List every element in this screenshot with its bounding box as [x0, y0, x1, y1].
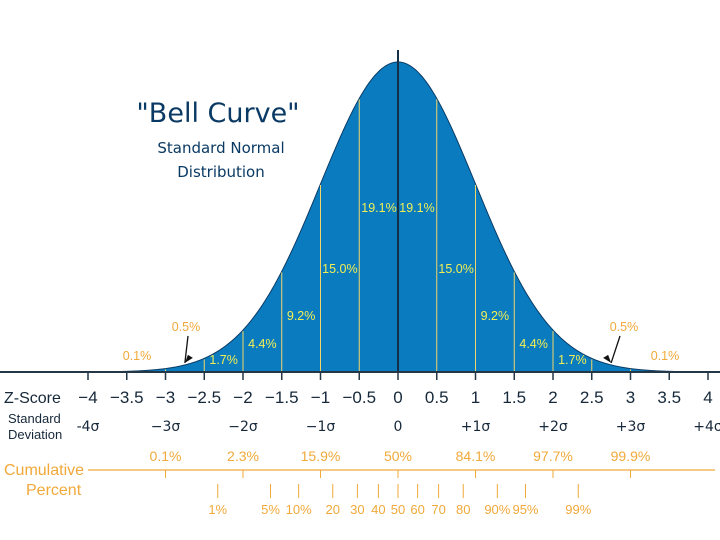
percentile-value: 30 — [350, 502, 364, 517]
region-percent-label: 15.0% — [438, 262, 473, 276]
percentile-value: 50 — [391, 502, 405, 517]
sd-label-line1: Standard — [8, 411, 61, 426]
sd-tick-label: −3σ — [151, 419, 181, 435]
pointer-arrowhead — [184, 354, 193, 363]
z-tick-label: 3.5 — [657, 388, 681, 407]
region-percent-label: 9.2% — [287, 309, 316, 323]
region-lines — [126, 99, 670, 373]
region-percent-labels: 0.1% 0.5% 1.7% 4.4% 9.2% 15.0% 19.1% 19.1% 15.0%… — [123, 201, 680, 367]
sd-tick-label: -4σ — [77, 419, 100, 435]
cumulative-label-line1: Cumulative — [4, 462, 84, 479]
z-tick-label: −3.5 — [110, 388, 144, 407]
percentile-value: 10% — [286, 502, 312, 517]
region-percent-label: 15.0% — [322, 262, 357, 276]
z-tick-label: 0 — [393, 388, 402, 407]
region-percent-label: 4.4% — [248, 337, 277, 351]
z-tick-label: −4 — [78, 388, 97, 407]
cumulative-value: 15.9% — [301, 448, 341, 464]
percentile-value: 95% — [512, 502, 538, 517]
z-tick-label: −1.5 — [265, 388, 299, 407]
percentile-value: 99% — [565, 502, 591, 517]
region-percent-label: 0.1% — [651, 349, 680, 363]
region-percent-label: 1.7% — [209, 353, 238, 367]
percentile-value: 90% — [484, 502, 510, 517]
z-tick-label: 3 — [626, 388, 635, 407]
curve-layer — [64, 50, 720, 373]
cumulative-value: 99.9% — [611, 448, 651, 464]
cumulative-percent-row: 0.1% 2.3% 15.9% 50% 84.1% 97.7% 99.9% 1% 5% 10% 20… — [88, 448, 715, 517]
z-tick-label: −3 — [156, 388, 175, 407]
cumulative-value: 50% — [384, 448, 412, 464]
region-percent-label: 4.4% — [519, 337, 548, 351]
z-score-label: Z-Score — [4, 390, 61, 407]
percentile-value: 40 — [371, 502, 385, 517]
z-tick-label: 1.5 — [502, 388, 526, 407]
percent-pointer-arrow — [184, 335, 189, 364]
z-tick-label: −2 — [233, 388, 252, 407]
sd-tick-label: +2σ — [538, 419, 568, 435]
region-percent-label: 0.5% — [610, 320, 639, 334]
cumulative-value: 97.7% — [533, 448, 573, 464]
region-percent-label: 19.1% — [399, 201, 434, 215]
percent-pointer-arrow — [610, 335, 621, 364]
pointer-arrowhead — [603, 354, 612, 363]
percentile-value: 60 — [410, 502, 424, 517]
cumulative-value: 2.3% — [227, 448, 259, 464]
standard-deviation-row: -4σ −3σ −2σ −1σ 0 +1σ +2σ +3σ +4σ — [77, 419, 720, 435]
sd-tick-label: −2σ — [228, 419, 258, 435]
chart-subtitle-line1: Standard Normal — [157, 139, 284, 157]
percentile-value: 1% — [208, 502, 227, 517]
sd-tick-label: +1σ — [461, 419, 491, 435]
sd-label-line2: Deviation — [8, 427, 62, 442]
region-percent-label: 1.7% — [558, 353, 587, 367]
cumulative-label-line2: Percent — [26, 482, 82, 499]
cumulative-value: 84.1% — [456, 448, 496, 464]
z-tick-label: 1 — [471, 388, 480, 407]
z-tick-label: −1 — [311, 388, 330, 407]
sd-tick-label: +4σ — [693, 419, 720, 435]
percentile-value: 5% — [261, 502, 280, 517]
sd-tick-label: 0 — [394, 419, 403, 435]
chart-subtitle-line2: Distribution — [177, 163, 265, 181]
z-tick-label: 2 — [548, 388, 557, 407]
z-tick-label: 4 — [703, 388, 712, 407]
percentile-value: 80 — [456, 502, 470, 517]
percentile-value: 20 — [326, 502, 340, 517]
percentile-value: 70 — [431, 502, 445, 517]
cumulative-value: 0.1% — [150, 448, 182, 464]
region-percent-label: 9.2% — [481, 309, 510, 323]
z-tick-label: −2.5 — [187, 388, 221, 407]
region-percent-label: 0.1% — [123, 349, 152, 363]
region-percent-label: 0.5% — [172, 320, 201, 334]
region-percent-label: 19.1% — [361, 201, 396, 215]
chart-title: "Bell Curve" — [136, 98, 299, 129]
z-tick-label: −0.5 — [342, 388, 376, 407]
z-tick-label: 0.5 — [425, 388, 449, 407]
sd-tick-label: +3σ — [616, 419, 646, 435]
z-tick-label: 2.5 — [580, 388, 604, 407]
z-score-axis: −4 −3.5 −3 −2.5 −2 −1.5 −1 −0.5 0 0.5 1 1.5 2 2.5 3 3.5… — [0, 371, 720, 407]
sd-tick-label: −1σ — [306, 419, 336, 435]
